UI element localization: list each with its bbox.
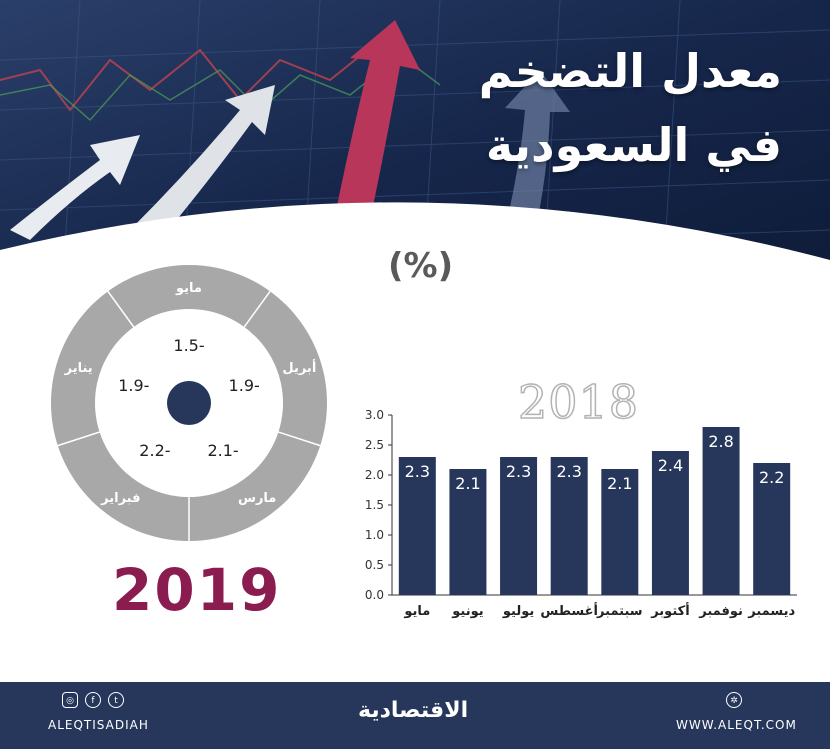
page-subtitle: في السعودية bbox=[485, 118, 782, 172]
y-tick-label: 2.0 bbox=[365, 468, 384, 482]
bar bbox=[651, 451, 689, 595]
value-label: 2.1- bbox=[207, 441, 238, 460]
x-category-label: يونيو bbox=[451, 604, 483, 619]
bar bbox=[753, 463, 791, 595]
bar-value-label: 2.2 bbox=[759, 468, 784, 487]
globe-icon: ✲ bbox=[726, 692, 742, 708]
brand-logo: الاقتصادية bbox=[358, 698, 469, 723]
unit-label: (%) bbox=[388, 246, 454, 286]
bar-value-label: 2.1 bbox=[607, 474, 632, 493]
bar bbox=[702, 427, 740, 595]
x-category-label: نوفمبر bbox=[698, 604, 743, 619]
month-label: مارس bbox=[238, 491, 276, 506]
value-label: 2.2- bbox=[139, 441, 170, 460]
x-category-label: يوليو bbox=[502, 604, 534, 619]
y-tick-label: 1.5 bbox=[365, 498, 384, 512]
bar bbox=[550, 457, 588, 595]
y-tick-label: 0.5 bbox=[365, 558, 384, 572]
website-link[interactable]: WWW.ALEQT.COM bbox=[676, 718, 797, 732]
bar bbox=[601, 469, 639, 595]
x-category-label: أكتوبر bbox=[650, 602, 689, 619]
x-category-label: ديسمبر bbox=[747, 604, 795, 619]
bar bbox=[500, 457, 538, 595]
arrow-icon bbox=[130, 85, 275, 240]
segment-divider bbox=[201, 290, 271, 386]
y-tick-label: 3.0 bbox=[365, 408, 384, 422]
month-label: مايو bbox=[175, 281, 202, 296]
month-label: أبريل bbox=[282, 359, 316, 376]
bar-value-label: 2.1 bbox=[455, 474, 480, 493]
bar-value-label: 2.8 bbox=[708, 432, 733, 451]
y-tick-label: 2.5 bbox=[365, 438, 384, 452]
arrow-icon bbox=[10, 135, 140, 240]
page-title: معدل التضخم bbox=[478, 44, 782, 98]
y-tick-label: 1.0 bbox=[365, 528, 384, 542]
month-label: فبراير bbox=[100, 491, 140, 506]
facebook-icon[interactable]: f bbox=[85, 692, 101, 708]
segment-divider bbox=[107, 290, 177, 386]
month-label: يناير bbox=[64, 361, 93, 376]
bar-value-label: 2.3 bbox=[506, 462, 531, 481]
social-handle[interactable]: ALEQTISADIAH bbox=[48, 718, 149, 732]
value-label: 1.5- bbox=[173, 336, 204, 355]
bar-chart-2018: 0.0 0.5 1.0 1.5 2.0 2.5 3.0 2.3 مايو 2.1 يونيو 2.3 ي… bbox=[365, 408, 797, 619]
y-tick-label: 0.0 bbox=[365, 588, 384, 602]
x-category-label: أغسطس bbox=[540, 602, 598, 619]
donut-chart-2019: مايو 1.5- أبريل 1.9- مارس 2.1- فبراير 2.2- يناير… bbox=[51, 265, 327, 541]
value-label: 1.9- bbox=[118, 376, 149, 395]
footer: ◎ f t ALEQTISADIAH الاقتصادية ✲ WWW.ALEQ… bbox=[0, 682, 830, 749]
arrow-icon bbox=[330, 20, 420, 245]
bar-value-label: 2.4 bbox=[658, 456, 683, 475]
bar-value-label: 2.3 bbox=[405, 462, 430, 481]
donut-title: 2019 bbox=[112, 556, 282, 624]
instagram-icon[interactable]: ◎ bbox=[62, 692, 78, 708]
twitter-icon[interactable]: t bbox=[108, 692, 124, 708]
bar-value-label: 2.3 bbox=[556, 462, 581, 481]
x-category-label: سبتمبر bbox=[596, 604, 643, 619]
bar-chart-title: 2018 bbox=[517, 374, 640, 430]
value-label: 1.9- bbox=[229, 376, 260, 395]
segment-divider bbox=[209, 409, 321, 447]
x-category-label: مايو bbox=[403, 604, 430, 619]
bar bbox=[398, 457, 436, 595]
center-dot bbox=[167, 381, 211, 425]
bar bbox=[449, 469, 487, 595]
segment-divider bbox=[57, 409, 169, 447]
